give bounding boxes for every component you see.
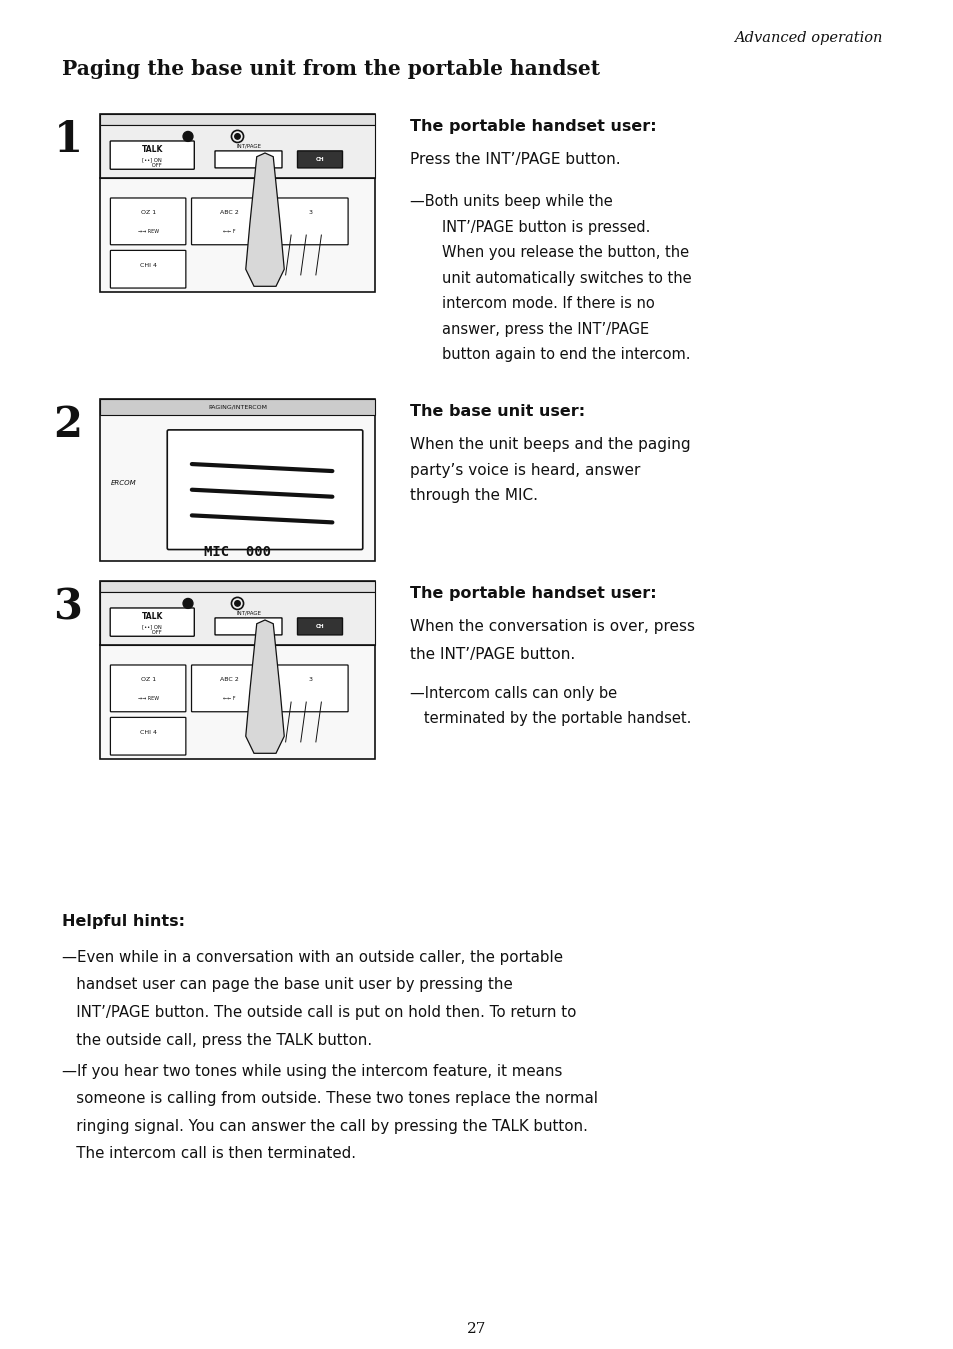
Text: 3: 3 bbox=[53, 585, 82, 629]
FancyBboxPatch shape bbox=[273, 198, 348, 244]
Text: Helpful hints:: Helpful hints: bbox=[62, 915, 185, 929]
Bar bbox=[100, 399, 375, 561]
Text: —Even while in a conversation with an outside caller, the portable: —Even while in a conversation with an ou… bbox=[62, 950, 562, 965]
Text: Paging the base unit from the portable handset: Paging the base unit from the portable h… bbox=[62, 59, 599, 80]
Text: 1: 1 bbox=[53, 119, 82, 161]
Text: 3: 3 bbox=[308, 209, 312, 214]
Text: —Both units beep while the: —Both units beep while the bbox=[410, 194, 612, 209]
Text: CH: CH bbox=[315, 156, 324, 162]
Text: INT/PAGE: INT/PAGE bbox=[235, 143, 261, 148]
Text: terminated by the portable handset.: terminated by the portable handset. bbox=[410, 711, 691, 727]
FancyBboxPatch shape bbox=[167, 430, 362, 549]
Bar bbox=[100, 581, 375, 592]
Text: The intercom call is then terminated.: The intercom call is then terminated. bbox=[62, 1147, 355, 1161]
Text: party’s voice is heard, answer: party’s voice is heard, answer bbox=[410, 463, 639, 478]
Text: →→ REW: →→ REW bbox=[137, 229, 158, 233]
FancyBboxPatch shape bbox=[297, 151, 342, 167]
Text: The portable handset user:: The portable handset user: bbox=[410, 585, 656, 602]
Text: —If you hear two tones while using the intercom feature, it means: —If you hear two tones while using the i… bbox=[62, 1064, 561, 1079]
Text: intercom mode. If there is no: intercom mode. If there is no bbox=[441, 295, 654, 312]
Text: —Intercom calls can only be: —Intercom calls can only be bbox=[410, 687, 617, 701]
Text: button again to end the intercom.: button again to end the intercom. bbox=[441, 347, 690, 362]
Circle shape bbox=[234, 134, 240, 139]
Text: 3: 3 bbox=[308, 677, 312, 681]
Text: someone is calling from outside. These two tones replace the normal: someone is calling from outside. These t… bbox=[62, 1091, 598, 1106]
Text: OZ 1: OZ 1 bbox=[140, 677, 155, 681]
Text: the INT’/PAGE button.: the INT’/PAGE button. bbox=[410, 648, 575, 662]
Text: CH: CH bbox=[315, 623, 324, 629]
Text: When the unit beeps and the paging: When the unit beeps and the paging bbox=[410, 437, 690, 452]
FancyBboxPatch shape bbox=[192, 198, 267, 244]
Circle shape bbox=[183, 599, 193, 608]
Text: When the conversation is over, press: When the conversation is over, press bbox=[410, 619, 695, 634]
FancyBboxPatch shape bbox=[111, 140, 194, 169]
FancyBboxPatch shape bbox=[273, 665, 348, 712]
Text: ←← F: ←← F bbox=[223, 229, 235, 233]
Text: The portable handset user:: The portable handset user: bbox=[410, 119, 656, 134]
FancyBboxPatch shape bbox=[111, 251, 186, 289]
Text: ERCOM: ERCOM bbox=[111, 480, 136, 486]
Text: Advanced operation: Advanced operation bbox=[733, 31, 882, 45]
Text: the outside call, press the TALK button.: the outside call, press the TALK button. bbox=[62, 1032, 372, 1048]
Bar bbox=[100, 115, 375, 291]
Text: →→ REW: →→ REW bbox=[137, 696, 158, 701]
Text: The base unit user:: The base unit user: bbox=[410, 403, 584, 420]
Circle shape bbox=[234, 600, 240, 606]
Text: TALK: TALK bbox=[141, 146, 163, 154]
Text: CHI 4: CHI 4 bbox=[139, 730, 156, 735]
Text: [••] ON: [••] ON bbox=[142, 625, 162, 630]
FancyBboxPatch shape bbox=[111, 198, 186, 244]
Text: 27: 27 bbox=[467, 1322, 486, 1336]
Bar bbox=[100, 399, 375, 415]
FancyBboxPatch shape bbox=[111, 718, 186, 755]
Text: 2: 2 bbox=[53, 403, 82, 447]
Bar bbox=[100, 115, 375, 124]
Text: OFF: OFF bbox=[142, 630, 162, 635]
Text: INT/PAGE: INT/PAGE bbox=[235, 610, 261, 615]
Text: ←← F: ←← F bbox=[223, 696, 235, 701]
Text: ABC 2: ABC 2 bbox=[219, 209, 238, 214]
Text: [••] ON: [••] ON bbox=[142, 158, 162, 162]
Text: through the MIC.: through the MIC. bbox=[410, 488, 537, 503]
Text: CHI 4: CHI 4 bbox=[139, 263, 156, 268]
Text: INT’/PAGE button. The outside call is put on hold then. To return to: INT’/PAGE button. The outside call is pu… bbox=[62, 1005, 576, 1020]
Text: handset user can page the base unit user by pressing the: handset user can page the base unit user… bbox=[62, 978, 512, 993]
Text: MIC  000: MIC 000 bbox=[204, 545, 271, 558]
Text: ringing signal. You can answer the call by pressing the TALK button.: ringing signal. You can answer the call … bbox=[62, 1120, 587, 1135]
FancyBboxPatch shape bbox=[192, 665, 267, 712]
FancyBboxPatch shape bbox=[111, 608, 194, 637]
FancyBboxPatch shape bbox=[214, 618, 282, 635]
Text: Press the INT’/PAGE button.: Press the INT’/PAGE button. bbox=[410, 152, 620, 167]
Polygon shape bbox=[246, 621, 284, 753]
FancyBboxPatch shape bbox=[297, 618, 342, 635]
Bar bbox=[100, 592, 375, 645]
Bar bbox=[100, 581, 375, 759]
Text: When you release the button, the: When you release the button, the bbox=[441, 246, 688, 260]
Bar bbox=[100, 124, 375, 178]
Text: PAGING/INTERCOM: PAGING/INTERCOM bbox=[208, 405, 267, 410]
Text: INT’/PAGE button is pressed.: INT’/PAGE button is pressed. bbox=[441, 220, 650, 235]
FancyBboxPatch shape bbox=[111, 665, 186, 712]
Polygon shape bbox=[246, 152, 284, 286]
Text: ABC 2: ABC 2 bbox=[219, 677, 238, 681]
FancyBboxPatch shape bbox=[214, 151, 282, 167]
Text: answer, press the INT’/PAGE: answer, press the INT’/PAGE bbox=[441, 321, 648, 336]
Text: OZ 1: OZ 1 bbox=[140, 209, 155, 214]
Text: TALK: TALK bbox=[141, 612, 163, 622]
Text: OFF: OFF bbox=[142, 163, 162, 167]
Circle shape bbox=[183, 131, 193, 142]
Text: unit automatically switches to the: unit automatically switches to the bbox=[441, 271, 691, 286]
